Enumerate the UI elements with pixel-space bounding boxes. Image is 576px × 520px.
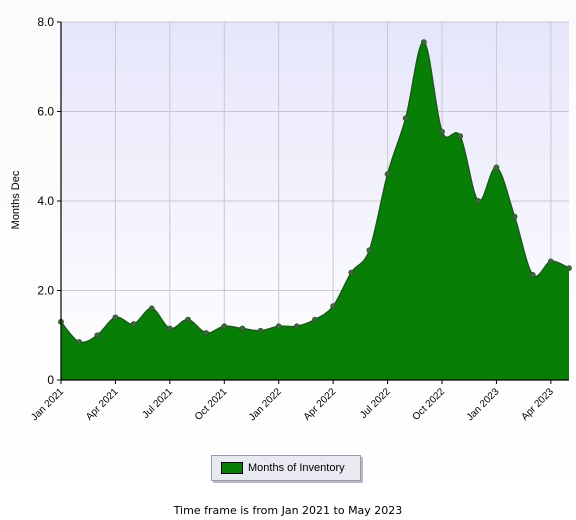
data-point — [275, 323, 282, 330]
series-line — [60, 41, 570, 344]
data-point — [493, 164, 500, 171]
axes — [57, 21, 569, 384]
legend-swatch — [221, 462, 243, 474]
data-point — [203, 330, 210, 336]
data-point — [439, 128, 445, 135]
y-axis-title: Months Dec — [10, 170, 22, 229]
data-point — [566, 265, 572, 272]
y-tick-label: 8.0 — [37, 15, 54, 29]
data-point — [529, 271, 536, 278]
data-point — [312, 316, 318, 323]
data-point — [76, 339, 83, 345]
y-tick-label: 2.0 — [37, 284, 54, 298]
data-point — [94, 332, 101, 339]
data-point — [185, 316, 191, 323]
data-point — [475, 198, 482, 204]
data-point — [402, 115, 409, 122]
time-frame-caption: Time frame is from Jan 2021 to May 2023 — [173, 504, 403, 517]
data-point — [112, 314, 119, 321]
legend: Months of Inventory — [211, 455, 361, 481]
legend-label: Months of Inventory — [248, 462, 345, 474]
y-tick-label: 0 — [47, 373, 54, 387]
data-point — [130, 321, 137, 327]
data-point — [221, 323, 228, 330]
data-point — [166, 325, 173, 332]
data-point — [148, 305, 155, 312]
data-point — [257, 327, 264, 334]
data-point — [511, 213, 518, 220]
data-point — [366, 247, 373, 254]
data-point — [384, 171, 391, 178]
data-point — [420, 39, 427, 46]
y-tick-label: 4.0 — [37, 194, 54, 208]
data-point — [293, 323, 300, 330]
series-area-fill — [61, 42, 569, 380]
data-point — [239, 325, 246, 332]
y-tick-label: 6.0 — [37, 105, 54, 119]
data-point — [348, 269, 355, 276]
data-point — [547, 258, 554, 265]
data-point — [457, 133, 464, 140]
data-point — [330, 303, 337, 310]
